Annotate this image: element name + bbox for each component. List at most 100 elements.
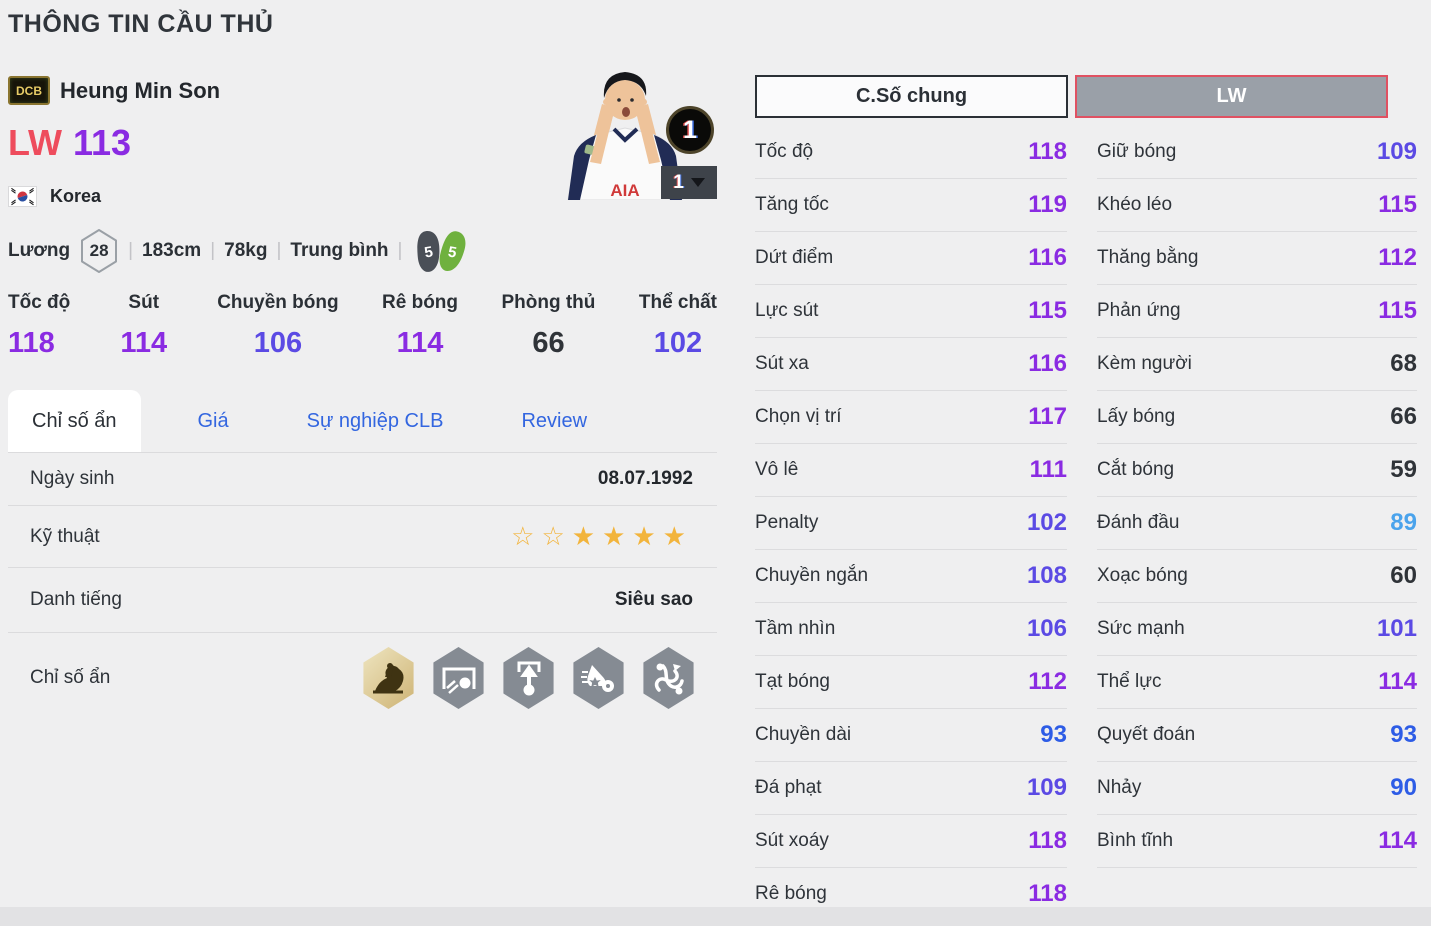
summary-stat-label: Rê bóng: [382, 292, 459, 313]
hidden-traits-row: Chỉ số ẩn: [8, 633, 717, 723]
stat-row: Khéo léo 115: [1097, 179, 1417, 232]
stat-value: 102: [1026, 509, 1067, 536]
salary-hexagon: 28: [79, 228, 119, 274]
right-foot-icon: 5: [434, 227, 472, 275]
stat-label: Lấy bóng: [1097, 406, 1176, 427]
enhance-level-badge: 1: [666, 106, 714, 154]
summary-stat-value: 114: [396, 327, 444, 359]
stat-row: Sút xa 116: [755, 338, 1067, 391]
overall-rating: 113: [72, 122, 132, 163]
summary-stat: Chuyền bóng 106: [217, 292, 338, 360]
tab[interactable]: Chỉ số ẩn: [8, 390, 141, 452]
stat-value: 114: [1378, 827, 1417, 854]
hidden-info-panel: Ngày sinh 08.07.1992 Kỹ thuật ☆☆★★★★ Dan…: [8, 452, 717, 723]
birthdate-row: Ngày sinh 08.07.1992: [8, 452, 717, 506]
footer-strip: [0, 907, 1431, 926]
hexagon-outline-icon: [81, 229, 118, 273]
tab[interactable]: Giá: [171, 390, 256, 452]
stat-value: 90: [1390, 774, 1417, 801]
birthdate-label: Ngày sinh: [30, 467, 115, 489]
summary-stat-label: Chuyền bóng: [217, 292, 339, 313]
player-forearm-right: [636, 108, 660, 164]
stat-row: Nhảy 90: [1097, 762, 1417, 815]
goal-arrow-badge[interactable]: [503, 647, 554, 709]
stat-value: 115: [1378, 191, 1417, 218]
stat-value: 118: [1028, 880, 1067, 907]
stat-label: Giữ bóng: [1097, 141, 1177, 162]
enhance-level-dropdown[interactable]: 1: [661, 166, 717, 199]
player-head: [605, 80, 645, 120]
tab[interactable]: Review: [494, 390, 614, 452]
stat-label: Vô lê: [755, 459, 799, 480]
open-mouth: [622, 107, 630, 117]
knight-horse-badge[interactable]: [363, 647, 414, 709]
fame-value: Siêu sao: [614, 589, 693, 610]
stat-row: Tốc độ 118: [755, 126, 1067, 179]
stat-label: Khéo léo: [1097, 194, 1173, 215]
stat-row: Cắt bóng 59: [1097, 444, 1417, 497]
stat-label: Xoạc bóng: [1097, 565, 1188, 586]
player-meta-row: Lương 28 | 183cm | 78kg | Trung bình | 5…: [8, 228, 468, 274]
position-stats-button[interactable]: LW: [1075, 75, 1388, 118]
stat-row: Tạt bóng 112: [755, 656, 1067, 709]
stat-value: 101: [1376, 615, 1417, 642]
goal-shot-badge[interactable]: [433, 647, 484, 709]
stat-value: 112: [1378, 244, 1417, 271]
player-forearm-left: [590, 108, 614, 164]
stat-value: 115: [1028, 297, 1067, 324]
stat-label: Bình tĩnh: [1097, 830, 1174, 851]
stat-value: 116: [1028, 244, 1067, 271]
stat-label: Phản ứng: [1097, 300, 1181, 321]
player-hair: [603, 72, 647, 98]
stat-value: 117: [1028, 403, 1067, 430]
stat-label: Thăng bằng: [1097, 247, 1199, 268]
stat-value: 60: [1390, 562, 1417, 589]
stat-value: 116: [1028, 350, 1067, 377]
height-value: 183cm: [142, 240, 202, 261]
stat-label: Tốc độ: [755, 141, 814, 162]
enhance-selected-value: 1: [673, 171, 684, 193]
birthdate-value: 08.07.1992: [597, 467, 693, 489]
tab[interactable]: Sự nghiệp CLB: [280, 390, 471, 452]
foot-ratings: 5 5: [413, 230, 468, 273]
stat-value: 119: [1028, 191, 1067, 218]
stat-row: Penalty 102: [755, 497, 1067, 550]
summary-stat-value: 118: [8, 327, 55, 359]
korea-flag-icon: [8, 186, 37, 207]
stat-value: 109: [1026, 774, 1067, 801]
stat-label: Rê bóng: [755, 883, 827, 904]
stat-row: Thăng bằng 112: [1097, 232, 1417, 285]
position-stats-table: Giữ bóng 109 Khéo léo 115 Thăng bằng 112…: [1097, 126, 1417, 868]
summary-stat-label: Thể chất: [638, 292, 717, 313]
summary-stat-value: 106: [253, 327, 303, 359]
player-photo: AIA: [567, 72, 683, 200]
stat-row: Lấy bóng 66: [1097, 391, 1417, 444]
stat-value: 66: [1390, 403, 1417, 430]
summary-stat-value: 102: [653, 327, 703, 359]
stat-value: 115: [1378, 297, 1417, 324]
stat-row: Quyết đoán 93: [1097, 709, 1417, 762]
stat-label: Sút xoáy: [755, 830, 829, 851]
hidden-traits-label: Chỉ số ẩn: [30, 667, 111, 688]
player-name-row: DCB Heung Min Son: [8, 76, 220, 105]
dribble-paths-badge[interactable]: [643, 647, 694, 709]
stat-label: Sút xa: [755, 353, 809, 374]
stat-row: Đánh đầu 89: [1097, 497, 1417, 550]
stat-row: Kèm người 68: [1097, 338, 1417, 391]
stat-label: Quyết đoán: [1097, 724, 1196, 745]
stat-label: Đá phạt: [755, 777, 822, 798]
skill-label: Kỹ thuật: [30, 525, 100, 547]
stat-label: Lực sút: [755, 300, 819, 321]
nation-name: Korea: [50, 186, 102, 206]
stat-row: Phản ứng 115: [1097, 285, 1417, 338]
stat-value: 68: [1390, 350, 1417, 377]
stat-value: 114: [1378, 668, 1417, 695]
stat-row: Xoạc bóng 60: [1097, 550, 1417, 603]
summary-stat-label: Phòng thủ: [501, 292, 596, 313]
general-stats-button[interactable]: C.Số chung: [755, 75, 1068, 118]
boot-ball-badge[interactable]: [573, 647, 624, 709]
summary-stat: Phòng thủ 66: [501, 292, 595, 360]
stat-value: 59: [1390, 456, 1417, 483]
stat-label: Chuyền dài: [755, 724, 852, 745]
stat-value: 89: [1390, 509, 1417, 536]
